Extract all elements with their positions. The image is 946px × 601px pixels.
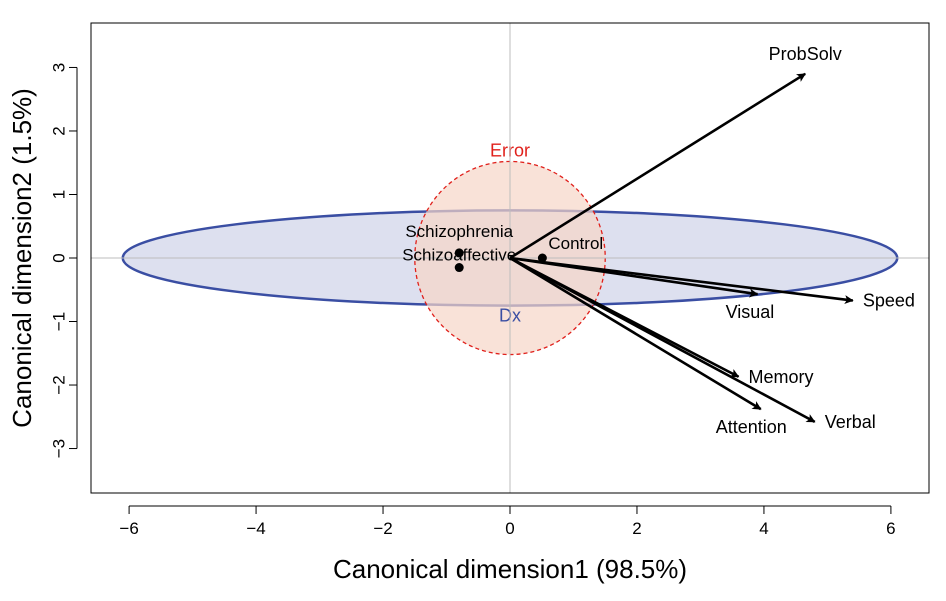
vector-attention [509,256,762,411]
x-tick-label: −2 [373,519,392,538]
point-label-schizoaffective: Schizoaffective [402,246,516,265]
vector-probsolv [509,72,806,260]
point-control [537,253,547,263]
vector-label-attention: Attention [716,417,787,437]
x-tick-label: 0 [505,519,514,538]
x-tick-label: 6 [886,519,895,538]
y-tick-label: −1 [50,312,69,331]
vector-label-visual: Visual [726,302,775,322]
x-tick-label: 4 [759,519,768,538]
vector-label-speed: Speed [863,291,915,311]
point-label-schizophrenia: Schizophrenia [405,222,513,241]
vector-label-probsolv: ProbSolv [769,44,842,64]
vector-visual [509,256,759,298]
point-schizophrenia [454,248,464,258]
point-label-control: Control [548,234,603,253]
x-tick-label: −4 [246,519,265,538]
y-tick-label: 1 [50,190,69,199]
point-schizoaffective [454,263,464,273]
y-tick-label: 3 [50,63,69,72]
axes: −6 −4 −2 0 2 4 6 −3 −2 −1 0 1 2 3 [50,63,896,538]
y-tick-label: 0 [50,253,69,262]
y-tick-label: −3 [50,439,69,458]
group-means-layer: Control Schizophrenia Schizoaffective [402,222,603,273]
vector-label-verbal: Verbal [825,412,876,432]
y-tick-label: −2 [50,375,69,394]
vector-label-memory: Memory [749,367,814,387]
y-tick-label: 2 [50,126,69,135]
vector-verbal [509,256,816,424]
x-tick-label: −6 [119,519,138,538]
plot-frame [90,22,930,494]
x-tick-label: 2 [632,519,641,538]
x-axis-title: Canonical dimension1 (98.5%) [333,554,687,584]
vector-layer: ProbSolv Speed Visual Memory Verbal Attention [509,44,915,437]
y-axis-title: Canonical dimension2 (1.5%) [7,88,37,428]
